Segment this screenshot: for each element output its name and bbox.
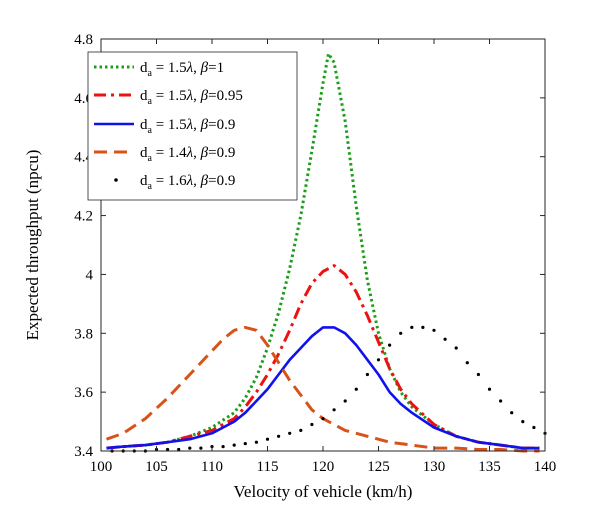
series-5-point bbox=[354, 387, 358, 391]
series-5-point bbox=[454, 346, 458, 350]
series-5-markers bbox=[110, 325, 547, 453]
legend-swatch bbox=[114, 178, 118, 182]
y-tick-label: 3.6 bbox=[74, 385, 93, 401]
x-tick-label: 110 bbox=[201, 459, 223, 475]
series-5-point bbox=[432, 328, 436, 332]
series-5-point bbox=[376, 358, 381, 362]
series-5-point bbox=[532, 425, 536, 430]
x-tick-label: 115 bbox=[257, 459, 279, 475]
series-layer bbox=[106, 52, 547, 453]
series-5-point bbox=[254, 440, 258, 444]
series-5-point bbox=[265, 437, 270, 441]
series-5-point bbox=[188, 446, 192, 450]
series-5-point bbox=[299, 428, 303, 432]
x-tick-label: 135 bbox=[478, 459, 501, 475]
series-5-point bbox=[166, 447, 170, 452]
y-tick-label: 4.2 bbox=[74, 209, 93, 225]
y-axis: 3.43.63.844.24.44.64.8 bbox=[74, 32, 545, 460]
legend-item-5: da = 1.6λ, β=0.9 bbox=[114, 173, 235, 192]
y-tick-label: 3.4 bbox=[74, 444, 93, 460]
series-5-point bbox=[332, 408, 336, 412]
series-5-point bbox=[487, 387, 492, 391]
legend-box bbox=[87, 51, 298, 201]
legend-label: da = 1.5λ, β=0.9 bbox=[140, 117, 235, 136]
y-tick-label: 4.8 bbox=[74, 32, 93, 48]
series-5-point bbox=[443, 337, 447, 341]
series-5-point bbox=[365, 372, 369, 377]
series-5-point bbox=[232, 443, 236, 447]
series-5-point bbox=[510, 411, 514, 415]
legend-label: da = 1.4λ, β=0.9 bbox=[140, 145, 235, 164]
series-5-point bbox=[476, 372, 480, 377]
x-tick-label: 120 bbox=[312, 459, 335, 475]
series-1-line bbox=[106, 52, 540, 450]
series-2-line bbox=[106, 264, 540, 450]
series-5-point bbox=[399, 331, 403, 335]
series-5-point bbox=[243, 442, 247, 446]
series-5-point bbox=[410, 325, 414, 329]
series-5-point bbox=[310, 422, 314, 427]
legend-label: da = 1.5λ, β=0.95 bbox=[140, 88, 243, 107]
legend-item-1: da = 1.5λ, β=1 bbox=[94, 60, 224, 79]
series-5-point bbox=[288, 431, 292, 435]
series-5-point bbox=[321, 417, 325, 421]
series-5-point bbox=[343, 399, 347, 403]
legend-label: da = 1.6λ, β=0.9 bbox=[140, 173, 235, 192]
x-axis-title: Velocity of vehicle (km/h) bbox=[234, 482, 413, 501]
x-tick-label: 125 bbox=[367, 459, 390, 475]
x-tick-label: 130 bbox=[423, 459, 446, 475]
series-5-point bbox=[199, 446, 203, 450]
series-5-point bbox=[221, 445, 225, 449]
legend-item-4: da = 1.4λ, β=0.9 bbox=[94, 145, 235, 164]
y-tick-label: 4 bbox=[86, 267, 94, 283]
x-tick-label: 100 bbox=[90, 459, 113, 475]
y-tick-label: 3.8 bbox=[74, 326, 93, 342]
legend-item-3: da = 1.5λ, β=0.9 bbox=[94, 117, 235, 136]
x-axis: 100 105 110 115 120 125 130 135 140 bbox=[90, 39, 557, 475]
series-5-point bbox=[521, 420, 525, 424]
series-5-point bbox=[177, 447, 181, 452]
y-axis-title: Expected throughput (npcu) bbox=[23, 150, 42, 341]
legend-label: da = 1.5λ, β=1 bbox=[140, 60, 224, 79]
x-tick-label: 140 bbox=[534, 459, 557, 475]
series-5-point bbox=[499, 399, 503, 403]
series-5-point bbox=[277, 434, 281, 438]
legend-item-2: da = 1.5λ, β=0.95 bbox=[94, 88, 243, 107]
series-5-point bbox=[421, 325, 425, 329]
series-5-point bbox=[388, 343, 392, 347]
legend: da = 1.5λ, β=1 da = 1.5λ, β=0.95 da = 1.5λ… bbox=[87, 51, 298, 201]
series-5-point bbox=[465, 361, 469, 365]
x-tick-label: 105 bbox=[145, 459, 168, 475]
series-3-line bbox=[106, 326, 540, 450]
series-4-line bbox=[106, 325, 540, 453]
